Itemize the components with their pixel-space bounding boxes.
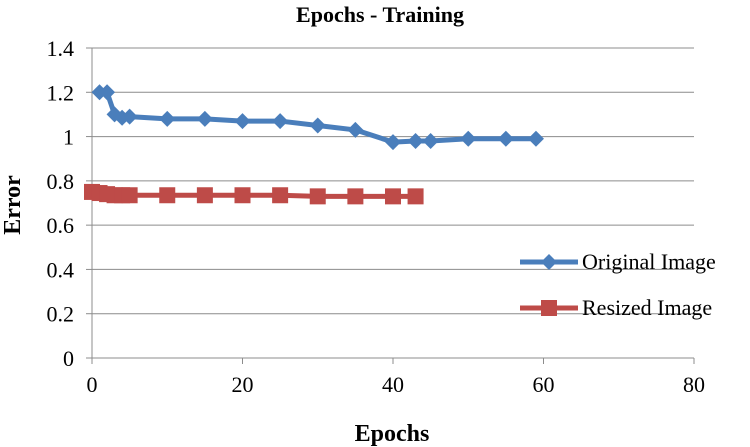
y-tick-label: 0 xyxy=(63,346,74,371)
data-point xyxy=(385,188,401,205)
data-point xyxy=(272,113,289,130)
data-point xyxy=(121,187,138,204)
data-point xyxy=(347,188,364,205)
y-tick-label: 1.2 xyxy=(47,80,75,105)
y-tick-label: 0.4 xyxy=(47,257,75,282)
y-tick-label: 1 xyxy=(63,125,74,150)
series-resized-image xyxy=(84,183,424,205)
data-point xyxy=(159,187,176,204)
legend-marker xyxy=(541,300,557,316)
data-point xyxy=(527,130,544,147)
y-axis-label: Error xyxy=(0,175,26,235)
y-tick-label: 0.2 xyxy=(47,302,75,327)
data-point xyxy=(407,133,424,149)
data-point xyxy=(347,121,364,138)
x-tick-label: 20 xyxy=(232,372,254,397)
data-point xyxy=(234,187,251,204)
data-point xyxy=(234,113,251,130)
legend-item-resized-image: Resized Image xyxy=(520,295,712,320)
data-point xyxy=(121,108,138,125)
x-axis-ticks: 0 20 40 60 80 xyxy=(87,372,706,397)
x-axis-label: Epochs xyxy=(355,421,430,447)
x-tick-label: 40 xyxy=(382,372,404,397)
legend-marker xyxy=(541,254,557,270)
data-point xyxy=(196,187,213,204)
data-point xyxy=(407,188,424,205)
legend-label: Original Image xyxy=(582,249,716,274)
data-point xyxy=(272,187,289,204)
axes xyxy=(86,47,695,364)
series-original-image xyxy=(91,84,544,151)
series-layer xyxy=(84,84,544,205)
data-point xyxy=(497,130,514,147)
legend: Original Image Resized Image xyxy=(520,249,716,320)
data-point xyxy=(385,134,401,151)
data-point xyxy=(196,110,213,127)
chart-title: Epochs - Training xyxy=(296,2,464,27)
data-point xyxy=(159,110,176,127)
legend-item-original-image: Original Image xyxy=(520,249,716,274)
y-tick-label: 0.8 xyxy=(47,169,75,194)
y-tick-label: 1.4 xyxy=(47,36,75,61)
x-tick-label: 0 xyxy=(87,372,98,397)
x-tick-label: 80 xyxy=(683,372,705,397)
y-tick-label: 0.6 xyxy=(47,213,75,238)
legend-label: Resized Image xyxy=(582,295,712,320)
x-tick-label: 60 xyxy=(533,372,555,397)
data-point xyxy=(422,133,439,149)
data-point xyxy=(460,130,477,147)
data-point xyxy=(99,84,116,101)
data-point xyxy=(114,109,131,126)
y-axis-ticks: 0 0.2 0.4 0.6 0.8 1 1.2 1.4 xyxy=(47,36,75,371)
series-line xyxy=(91,189,416,199)
data-point xyxy=(309,188,326,205)
data-point xyxy=(309,117,326,134)
